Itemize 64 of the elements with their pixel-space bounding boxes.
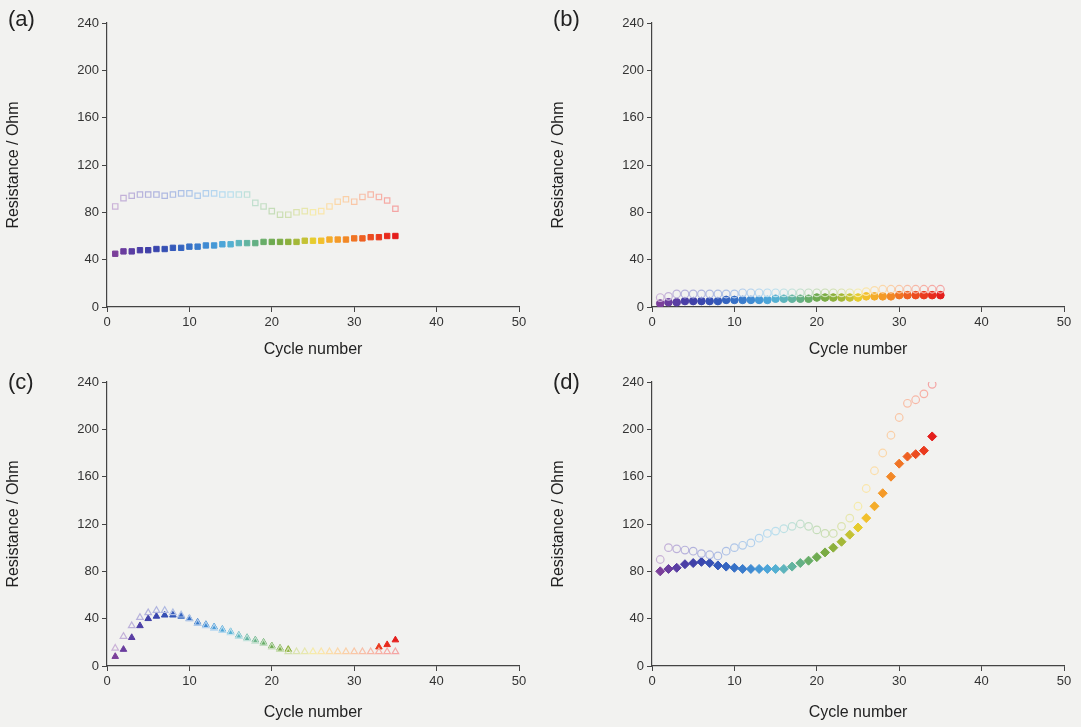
y-tick-label: 120 (77, 515, 99, 531)
x-axis-title: Cycle number (808, 339, 909, 357)
x-tick-label: 30 (891, 314, 907, 330)
y-tick-label: 200 (622, 61, 644, 77)
x-tick-label: 20 (809, 314, 825, 330)
chart-title: (a) (8, 6, 35, 32)
y-tick-label: 80 (629, 203, 644, 219)
y-tick-label: 0 (91, 298, 99, 314)
x-tick-label: 40 (429, 314, 444, 330)
x-axis-title: Cycle number (808, 702, 909, 720)
x-tick-label: 50 (511, 314, 527, 330)
x-tick-label: 10 (727, 673, 742, 689)
y-tick-label: 0 (636, 298, 644, 314)
x-axis-title: Cycle number (263, 339, 364, 357)
y-tick-label: 40 (84, 610, 99, 626)
y-tick-label: 160 (77, 468, 99, 484)
y-axis-title: Resistance / Ohm (4, 101, 22, 229)
y-axis-title: Resistance / Ohm (549, 101, 567, 229)
x-tick-label: 30 (346, 314, 362, 330)
x-tick-label: 30 (346, 673, 362, 689)
y-axis-title: Resistance / Ohm (4, 460, 22, 588)
y-tick-label: 40 (84, 251, 99, 267)
x-axis-title: Cycle number (263, 702, 364, 720)
y-tick-label: 80 (629, 562, 644, 578)
x-tick-label: 0 (103, 673, 111, 689)
y-tick-label: 120 (77, 156, 99, 172)
y-tick-label: 240 (77, 373, 99, 389)
x-tick-label: 30 (891, 673, 907, 689)
y-tick-label: 120 (622, 156, 644, 172)
y-tick-label: 240 (622, 373, 644, 389)
y-tick-label: 80 (84, 562, 99, 578)
y-tick-label: 160 (622, 468, 644, 484)
y-tick-label: 200 (77, 61, 99, 77)
x-tick-label: 20 (264, 314, 280, 330)
y-tick-label: 0 (91, 657, 99, 673)
y-axis-title: Resistance / Ohm (549, 460, 567, 588)
x-tick-label: 0 (648, 673, 656, 689)
y-tick-label: 40 (629, 610, 644, 626)
x-tick-label: 40 (974, 314, 989, 330)
y-tick-label: 120 (622, 515, 644, 531)
x-tick-label: 20 (809, 673, 825, 689)
y-tick-label: 80 (84, 203, 99, 219)
x-tick-label: 0 (648, 314, 656, 330)
x-tick-label: 10 (182, 673, 197, 689)
y-tick-label: 240 (77, 14, 99, 30)
chart-title: (c) (8, 369, 34, 395)
y-tick-label: 40 (629, 251, 644, 267)
x-tick-label: 10 (727, 314, 742, 330)
y-tick-label: 200 (622, 420, 644, 436)
y-tick-label: 0 (636, 657, 644, 673)
x-tick-label: 50 (1056, 673, 1072, 689)
x-tick-label: 50 (511, 673, 527, 689)
x-tick-label: 10 (182, 314, 197, 330)
x-tick-label: 0 (103, 314, 111, 330)
chart-title: (b) (553, 6, 580, 32)
x-tick-label: 20 (264, 673, 280, 689)
x-tick-label: 50 (1056, 314, 1072, 330)
y-tick-label: 160 (622, 109, 644, 125)
chart-title: (d) (553, 369, 580, 395)
y-tick-label: 200 (77, 420, 99, 436)
x-tick-label: 40 (974, 673, 989, 689)
y-tick-label: 160 (77, 109, 99, 125)
x-tick-label: 40 (429, 673, 444, 689)
y-tick-label: 240 (622, 14, 644, 30)
